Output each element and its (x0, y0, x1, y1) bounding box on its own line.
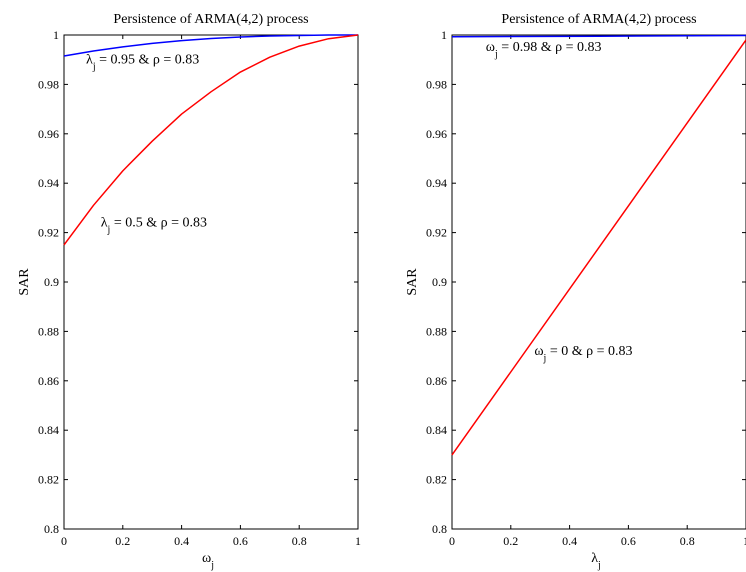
curve-annotation: λj = 0.5 & ρ = 0.83 (101, 215, 207, 235)
y-tick-label: 0.9 (44, 275, 59, 289)
x-axis-label-symbol: ω (202, 551, 211, 566)
y-tick-label: 0.98 (426, 77, 447, 91)
x-tick-label: 0.4 (174, 534, 189, 548)
y-tick-label: 0.9 (432, 275, 447, 289)
x-axis-label-subscript: j (210, 560, 214, 571)
chart-title: Persistence of ARMA(4,2) process (501, 12, 696, 27)
y-tick-label: 0.82 (426, 473, 447, 487)
x-tick-label: 0.6 (233, 534, 248, 548)
annotation-text: = 0.5 & ρ = 0.83 (110, 215, 207, 230)
annotation-text: = 0 & ρ = 0.83 (546, 344, 632, 359)
y-tick-label: 0.96 (426, 127, 447, 141)
y-tick-label: 0.8 (44, 522, 59, 536)
annotation-symbol: ω (486, 40, 495, 55)
annotation-symbol: λ (86, 52, 93, 67)
x-tick-label: 0.8 (680, 534, 695, 548)
y-tick-label: 0.88 (426, 324, 447, 338)
annotation-text: = 0.95 & ρ = 0.83 (96, 52, 200, 67)
x-axis-label-subscript: j (597, 560, 601, 571)
x-tick-label: 0 (449, 534, 455, 548)
y-tick-label: 0.92 (426, 226, 447, 240)
y-tick-label: 1 (53, 28, 59, 42)
x-axis-label: ωj (202, 551, 214, 571)
series-line-1 (63, 34, 358, 57)
curve-annotation: ωj = 0.98 & ρ = 0.83 (486, 40, 602, 60)
annotation-subscript: j (543, 353, 547, 364)
y-tick-label: 0.86 (426, 374, 447, 388)
x-tick-label: 0.2 (115, 534, 130, 548)
annotation-text: = 0.98 & ρ = 0.83 (498, 40, 602, 55)
x-tick-label: 0.8 (292, 534, 307, 548)
annotation-subscript: j (92, 61, 96, 72)
y-tick-label: 0.8 (432, 522, 447, 536)
plot-area-frame (451, 34, 746, 530)
annotation-subscript: j (107, 224, 111, 235)
y-tick-label: 0.94 (426, 176, 447, 190)
series-line-2 (451, 39, 746, 456)
y-tick-label: 0.96 (38, 127, 59, 141)
y-tick-label: 0.84 (426, 423, 447, 437)
series-line-1 (451, 34, 746, 38)
series-line-2 (63, 34, 359, 246)
y-tick-label: 0.92 (38, 226, 59, 240)
chart-panel-2: 0 0.2 0.4 0.6 0.8 1 0.8 0.82 0.84 0.86 0.88 0.9 0.92… (405, 12, 746, 571)
y-tick-label: 0.94 (38, 176, 59, 190)
x-axis-label: λj (591, 551, 601, 571)
y-tick-label: 0.88 (38, 324, 59, 338)
annotation-subscript: j (494, 49, 498, 60)
curve-annotation: ωj = 0 & ρ = 0.83 (534, 344, 632, 364)
chart-panel-1: 0 0.2 0.4 0.6 0.8 1 0.8 0.82 0.84 0.86 0.88 0.9 0.92… (17, 12, 361, 571)
y-axis-label: SAR (405, 268, 420, 296)
chart-title: Persistence of ARMA(4,2) process (113, 12, 308, 27)
y-tick-label: 0.84 (38, 423, 59, 437)
x-tick-label: 0.2 (503, 534, 518, 548)
x-tick-label: 1 (355, 534, 361, 548)
y-tick-label: 0.98 (38, 77, 59, 91)
x-tick-label: 1 (743, 534, 746, 548)
annotation-symbol: λ (101, 215, 108, 230)
y-tick-label: 0.86 (38, 374, 59, 388)
y-tick-label: 1 (441, 28, 447, 42)
annotation-symbol: ω (534, 344, 543, 359)
y-axis-label: SAR (17, 268, 32, 296)
curve-annotation: λj = 0.95 & ρ = 0.83 (86, 52, 199, 72)
x-tick-label: 0.4 (562, 534, 577, 548)
x-tick-label: 0.6 (621, 534, 636, 548)
x-tick-label: 0 (61, 534, 67, 548)
y-tick-label: 0.82 (38, 473, 59, 487)
plot-area-frame (63, 34, 359, 530)
x-axis-label-symbol: λ (591, 551, 598, 566)
